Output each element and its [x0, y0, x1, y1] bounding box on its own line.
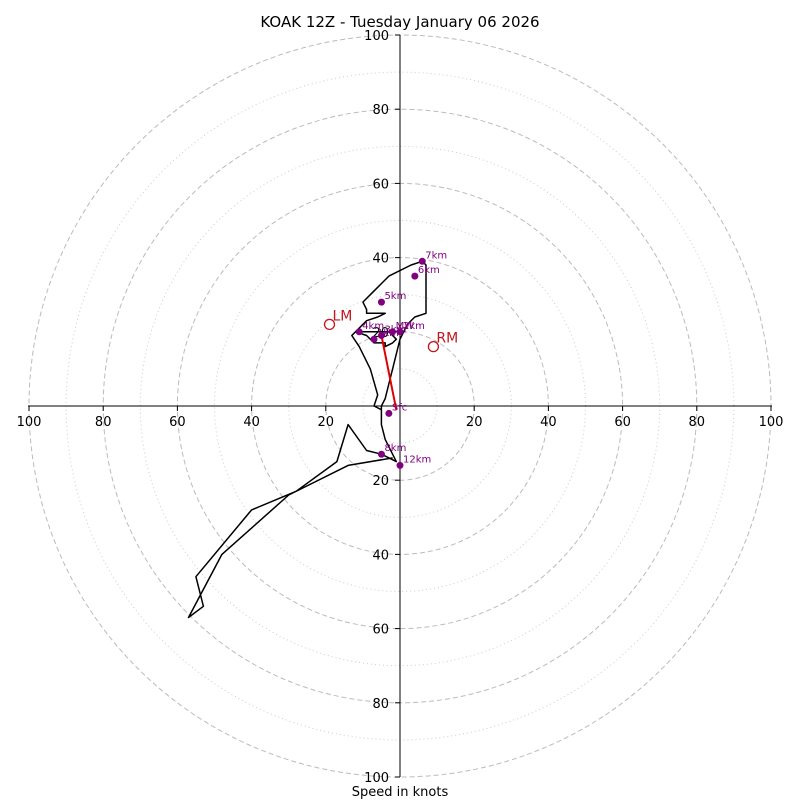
- height-marker-sfc: [385, 409, 393, 417]
- storm-motion-lm-label: LM: [333, 308, 353, 324]
- height-marker-6km: [411, 272, 419, 280]
- y-tick-label: 60: [372, 177, 389, 192]
- height-label-5km: 5km: [384, 291, 406, 302]
- x-tick-label: 20: [466, 415, 483, 430]
- height-label-4km: 4km: [362, 321, 384, 332]
- x-tick-label: 100: [17, 415, 42, 430]
- height-label-2km: 2km: [403, 321, 425, 332]
- height-marker-7km: [418, 257, 426, 265]
- x-tick-label: 40: [540, 415, 557, 430]
- storm-motion-markers: LM RM: [323, 308, 458, 353]
- x-axis-label: Speed in knots: [352, 785, 449, 800]
- storm-motion-rm-label: RM: [436, 331, 458, 347]
- height-marker-mw: [389, 328, 397, 336]
- x-tick-label: 20: [318, 415, 335, 430]
- x-tick-label: 80: [95, 415, 112, 430]
- shear-vector-layer: [380, 335, 398, 410]
- y-tick-label: 40: [372, 252, 389, 267]
- height-label-12km: 12km: [403, 454, 431, 465]
- x-tick-label: 40: [243, 415, 260, 430]
- height-label-8km: 8km: [384, 443, 406, 454]
- x-tick-label: 60: [614, 415, 631, 430]
- hodograph-line: [187, 260, 427, 619]
- storm-motion-rm-marker: [427, 340, 440, 353]
- tick-labels: 1008060402020406080100100806040202040608…: [17, 29, 784, 786]
- height-label-sfc: Sfc: [392, 402, 407, 413]
- y-tick-label: 100: [364, 771, 389, 786]
- y-tick-label: 20: [372, 474, 389, 489]
- height-label-mw: MW: [396, 321, 415, 332]
- height-marker-8km: [377, 450, 385, 458]
- height-marker-2km: [396, 328, 404, 336]
- x-tick-label: 80: [689, 415, 706, 430]
- height-marker-3km: [377, 332, 385, 340]
- x-tick-label: 100: [759, 415, 784, 430]
- y-tick-label: 100: [364, 29, 389, 44]
- height-label-1km: 1km: [377, 328, 399, 339]
- hodograph-trace: [187, 260, 427, 619]
- storm-motion-lm-marker: [323, 318, 336, 331]
- height-markers: Sfc1km2km3km4km5km6km7km8km12kmMW: [355, 250, 447, 469]
- height-label-6km: 6km: [418, 265, 440, 276]
- chart-title: KOAK 12Z - Tuesday January 06 2026: [260, 13, 539, 31]
- height-marker-1km: [370, 335, 378, 343]
- height-marker-4km: [355, 328, 363, 336]
- y-tick-label: 60: [372, 623, 389, 638]
- y-tick-label: 80: [372, 103, 389, 118]
- axes: [28, 35, 772, 777]
- x-tick-label: 60: [169, 415, 186, 430]
- height-marker-12km: [396, 461, 404, 469]
- shear-vector: [380, 335, 398, 410]
- height-label-7km: 7km: [425, 250, 447, 261]
- y-tick-label: 80: [372, 697, 389, 712]
- height-marker-5km: [377, 298, 385, 306]
- y-tick-label: 40: [372, 548, 389, 563]
